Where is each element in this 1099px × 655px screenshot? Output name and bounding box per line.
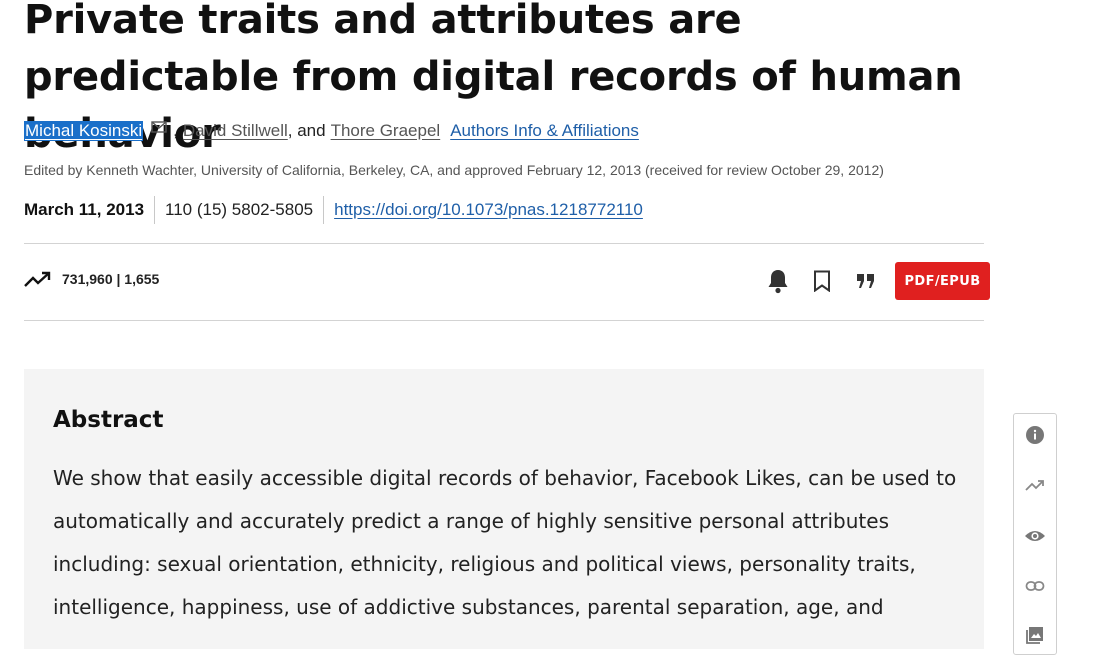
side-toolbar [1013, 413, 1057, 655]
divider [323, 196, 325, 224]
article-actions: PDF/EPUB [762, 262, 990, 300]
publication-info: March 11, 2013 110 (15) 5802-5805 https:… [24, 196, 643, 224]
link-icon[interactable] [1014, 570, 1056, 602]
divider-bottom [24, 320, 984, 321]
article-metrics[interactable]: 731,960 | 1,655 [24, 270, 159, 288]
pdf-epub-button[interactable]: PDF/EPUB [895, 262, 990, 300]
abstract-text: We show that easily accessible digital r… [53, 466, 957, 619]
edited-by-note: Edited by Kenneth Wachter, University of… [24, 162, 884, 178]
author-link-graepel[interactable]: Thore Graepel [330, 121, 441, 140]
divider-top [24, 243, 984, 244]
trending-up-icon[interactable] [1014, 469, 1056, 501]
author-separator: , and [287, 121, 326, 140]
quote-icon[interactable] [850, 265, 882, 297]
article-title: Private traits and attributes are predic… [24, 0, 963, 157]
mail-icon[interactable] [151, 119, 167, 133]
image-icon[interactable] [1014, 619, 1056, 651]
bell-icon[interactable] [762, 265, 794, 297]
metrics-text: 731,960 | 1,655 [62, 271, 160, 287]
authors-affiliations-link[interactable]: Authors Info & Affiliations [450, 121, 639, 140]
divider [154, 196, 156, 224]
author-link-stillwell[interactable]: David Stillwell [182, 121, 288, 140]
trending-up-icon [24, 271, 51, 287]
author-link-kosinski[interactable]: Michal Kosinski [24, 121, 144, 141]
info-icon[interactable] [1014, 419, 1056, 451]
abstract-heading: Abstract [53, 407, 164, 433]
author-list: Michal Kosinski , David Stillwell , and … [24, 121, 639, 141]
author-separator: , [173, 121, 178, 140]
volume-issue-pages: 110 (15) 5802-5805 [165, 200, 314, 219]
doi-link[interactable]: https://doi.org/10.1073/pnas.1218772110 [334, 200, 643, 219]
eye-icon[interactable] [1014, 520, 1056, 552]
abstract-section: Abstract We show that easily accessible … [24, 369, 984, 649]
bookmark-icon[interactable] [806, 265, 838, 297]
publication-date: March 11, 2013 [24, 200, 145, 219]
